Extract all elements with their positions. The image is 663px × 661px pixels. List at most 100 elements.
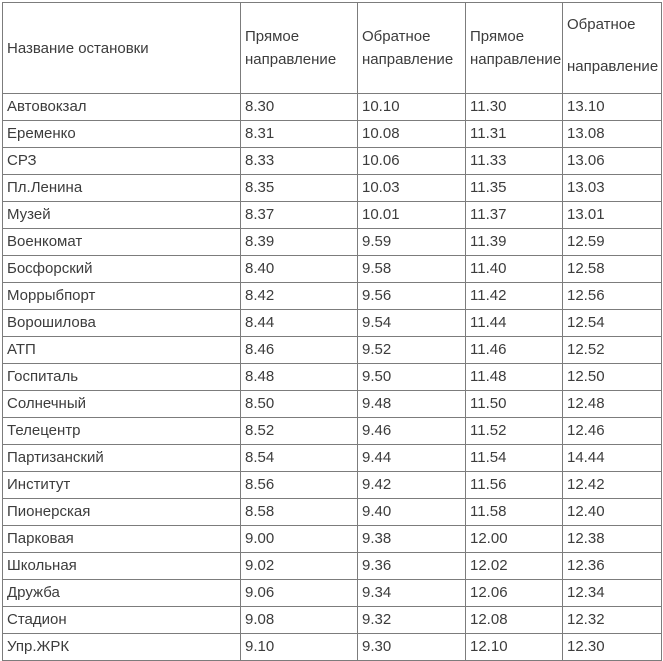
time-cell-reverse-2: 13.10 <box>562 93 662 121</box>
time-cell-direct-1: 8.58 <box>240 498 358 526</box>
time-cell-reverse-2: 13.06 <box>562 147 662 175</box>
time-cell-direct-1: 9.00 <box>240 525 358 553</box>
time-cell-reverse-2: 12.46 <box>562 417 662 445</box>
table-row: Госпиталь 8.48 9.50 11.48 12.50 <box>2 363 662 391</box>
column-header-reverse-2: Обратное направление <box>562 2 662 94</box>
time-cell-direct-2: 11.48 <box>465 363 563 391</box>
time-cell-reverse-1: 10.08 <box>357 120 466 148</box>
table-row: Пл.Ленина 8.35 10.03 11.35 13.03 <box>2 174 662 202</box>
stop-name-cell: Музей <box>2 201 241 229</box>
time-cell-direct-2: 11.30 <box>465 93 563 121</box>
time-cell-direct-1: 8.33 <box>240 147 358 175</box>
time-cell-direct-2: 12.10 <box>465 633 563 661</box>
time-cell-direct-2: 11.35 <box>465 174 563 202</box>
stop-name-cell: Институт <box>2 471 241 499</box>
time-cell-direct-2: 11.46 <box>465 336 563 364</box>
time-cell-reverse-2: 12.59 <box>562 228 662 256</box>
table-row: Стадион 9.08 9.32 12.08 12.32 <box>2 606 662 634</box>
stop-name-cell: Еременко <box>2 120 241 148</box>
time-cell-reverse-1: 9.46 <box>357 417 466 445</box>
time-cell-direct-2: 11.50 <box>465 390 563 418</box>
column-header-stop-name: Название остановки <box>2 2 241 94</box>
stop-name-cell: Ворошилова <box>2 309 241 337</box>
time-cell-reverse-1: 9.48 <box>357 390 466 418</box>
time-cell-reverse-2: 12.38 <box>562 525 662 553</box>
column-header-reverse-1: Обратное направление <box>357 2 466 94</box>
time-cell-reverse-1: 9.59 <box>357 228 466 256</box>
time-cell-reverse-2: 12.32 <box>562 606 662 634</box>
stop-name-cell: Автовокзал <box>2 93 241 121</box>
time-cell-direct-2: 12.08 <box>465 606 563 634</box>
stop-name-cell: Дружба <box>2 579 241 607</box>
stop-name-cell: Солнечный <box>2 390 241 418</box>
time-cell-reverse-2: 12.52 <box>562 336 662 364</box>
time-cell-direct-1: 8.50 <box>240 390 358 418</box>
time-cell-direct-2: 12.00 <box>465 525 563 553</box>
time-cell-direct-2: 11.33 <box>465 147 563 175</box>
time-cell-reverse-2: 12.50 <box>562 363 662 391</box>
stop-name-cell: АТП <box>2 336 241 364</box>
time-cell-direct-1: 8.42 <box>240 282 358 310</box>
stop-name-cell: Моррыбпорт <box>2 282 241 310</box>
time-cell-reverse-2: 13.03 <box>562 174 662 202</box>
time-cell-direct-1: 8.31 <box>240 120 358 148</box>
table-row: Моррыбпорт 8.42 9.56 11.42 12.56 <box>2 282 662 310</box>
table-row: Институт 8.56 9.42 11.56 12.42 <box>2 471 662 499</box>
time-cell-direct-1: 8.40 <box>240 255 358 283</box>
time-cell-reverse-1: 9.36 <box>357 552 466 580</box>
stop-name-cell: Парковая <box>2 525 241 553</box>
time-cell-direct-2: 11.58 <box>465 498 563 526</box>
time-cell-reverse-1: 9.52 <box>357 336 466 364</box>
time-cell-reverse-1: 9.50 <box>357 363 466 391</box>
time-cell-reverse-1: 9.32 <box>357 606 466 634</box>
time-cell-reverse-1: 9.42 <box>357 471 466 499</box>
time-cell-reverse-1: 9.34 <box>357 579 466 607</box>
time-cell-reverse-2: 12.40 <box>562 498 662 526</box>
stop-name-cell: Школьная <box>2 552 241 580</box>
time-cell-direct-1: 8.56 <box>240 471 358 499</box>
table-row: Школьная 9.02 9.36 12.02 12.36 <box>2 552 662 580</box>
time-cell-reverse-1: 9.58 <box>357 255 466 283</box>
stop-name-cell: Стадион <box>2 606 241 634</box>
time-cell-direct-1: 8.37 <box>240 201 358 229</box>
time-cell-reverse-2: 14.44 <box>562 444 662 472</box>
table-row: Партизанский 8.54 9.44 11.54 14.44 <box>2 444 662 472</box>
time-cell-reverse-1: 9.54 <box>357 309 466 337</box>
time-cell-direct-2: 11.56 <box>465 471 563 499</box>
table-row: Ворошилова 8.44 9.54 11.44 12.54 <box>2 309 662 337</box>
stop-name-cell: Телецентр <box>2 417 241 445</box>
table-row: Автовокзал 8.30 10.10 11.30 13.10 <box>2 93 662 121</box>
table-row: Пионерская 8.58 9.40 11.58 12.40 <box>2 498 662 526</box>
time-cell-reverse-1: 10.10 <box>357 93 466 121</box>
time-cell-direct-2: 11.42 <box>465 282 563 310</box>
table-row: Дружба 9.06 9.34 12.06 12.34 <box>2 579 662 607</box>
table-row: Еременко 8.31 10.08 11.31 13.08 <box>2 120 662 148</box>
table-row: Телецентр 8.52 9.46 11.52 12.46 <box>2 417 662 445</box>
stop-name-cell: Упр.ЖРК <box>2 633 241 661</box>
time-cell-direct-1: 8.35 <box>240 174 358 202</box>
time-cell-direct-1: 9.06 <box>240 579 358 607</box>
table-row: Упр.ЖРК 9.10 9.30 12.10 12.30 <box>2 633 662 661</box>
time-cell-direct-2: 11.52 <box>465 417 563 445</box>
time-cell-direct-2: 11.39 <box>465 228 563 256</box>
time-cell-reverse-1: 9.56 <box>357 282 466 310</box>
time-cell-reverse-2: 12.56 <box>562 282 662 310</box>
time-cell-reverse-2: 12.54 <box>562 309 662 337</box>
time-cell-direct-1: 8.54 <box>240 444 358 472</box>
time-cell-reverse-1: 10.06 <box>357 147 466 175</box>
time-cell-direct-1: 9.10 <box>240 633 358 661</box>
time-cell-direct-1: 8.39 <box>240 228 358 256</box>
time-cell-reverse-1: 9.30 <box>357 633 466 661</box>
table-row: АТП 8.46 9.52 11.46 12.52 <box>2 336 662 364</box>
header-row: Название остановки Прямое направление Об… <box>2 2 662 94</box>
stop-name-cell: Госпиталь <box>2 363 241 391</box>
time-cell-direct-2: 12.06 <box>465 579 563 607</box>
time-cell-reverse-2: 13.08 <box>562 120 662 148</box>
time-cell-reverse-2: 12.48 <box>562 390 662 418</box>
time-cell-direct-1: 9.08 <box>240 606 358 634</box>
table-row: Парковая 9.00 9.38 12.00 12.38 <box>2 525 662 553</box>
time-cell-direct-1: 8.44 <box>240 309 358 337</box>
time-cell-reverse-2: 13.01 <box>562 201 662 229</box>
time-cell-direct-1: 8.30 <box>240 93 358 121</box>
